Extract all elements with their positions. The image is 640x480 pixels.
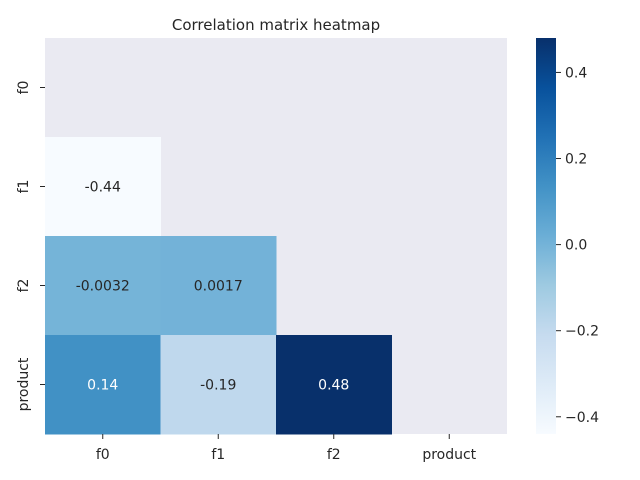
colorbar-tick-label: −0.2 — [565, 324, 599, 340]
y-tick-label: f0 — [16, 81, 32, 95]
cell-value-label: -0.19 — [200, 378, 236, 394]
colorbar — [536, 38, 556, 434]
x-tick-label: f2 — [327, 447, 341, 463]
y-tick-label: product — [16, 357, 32, 411]
x-axis: f0 f1 f2 product — [96, 434, 477, 463]
y-tick-label: f2 — [16, 279, 32, 293]
heatmap-cells — [45, 137, 392, 435]
cell-value-label: 0.48 — [318, 378, 349, 394]
heatmap-cell-f1-f0 — [45, 137, 161, 237]
y-tick-label: f1 — [16, 180, 32, 194]
heatmap-cell-f2-f0 — [45, 236, 161, 336]
x-tick-label: f1 — [211, 447, 225, 463]
colorbar-tick-label: −0.4 — [565, 410, 599, 426]
cell-annotations: -0.44 -0.0032 0.0017 0.14 -0.19 0.48 — [76, 180, 350, 394]
colorbar-axis: −0.4 −0.2 0.0 0.2 0.4 — [556, 65, 599, 426]
colorbar-tick-label: 0.4 — [565, 65, 587, 81]
heatmap-cell-product-f0 — [45, 335, 161, 435]
x-tick-label: product — [422, 447, 476, 463]
heatmap-cell-product-f2 — [276, 335, 392, 435]
heatmap-cell-f2-f1 — [160, 236, 277, 336]
y-axis: f0 f1 f2 product — [16, 81, 45, 411]
colorbar-tick-label: 0.2 — [565, 152, 587, 168]
cell-value-label: -0.44 — [85, 180, 121, 196]
colorbar-tick-label: 0.0 — [565, 238, 587, 254]
cell-value-label: -0.0032 — [76, 279, 130, 295]
heatmap-cell-product-f1 — [160, 335, 277, 435]
cell-value-label: 0.14 — [87, 378, 118, 394]
cell-value-label: 0.0017 — [194, 279, 243, 295]
x-tick-label: f0 — [96, 447, 110, 463]
chart-title: Correlation matrix heatmap — [172, 16, 380, 34]
